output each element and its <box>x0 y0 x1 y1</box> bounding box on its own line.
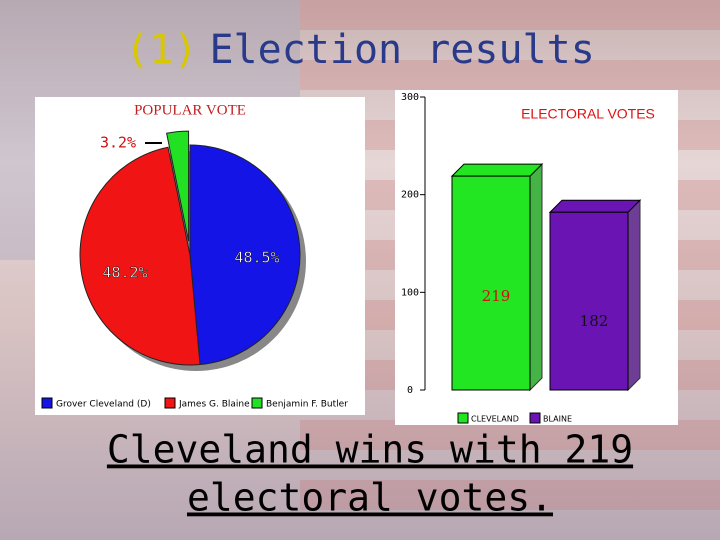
legend-swatch <box>251 397 263 409</box>
legend-swatch <box>164 397 176 409</box>
legend-swatch <box>457 412 469 424</box>
bar-top <box>548 199 642 213</box>
y-tick-label: 200 <box>401 190 419 201</box>
legend-label: Grover Cleveland (D) <box>56 400 151 410</box>
legend-label: CLEVELAND <box>471 415 519 424</box>
legend-swatch <box>41 397 53 409</box>
bar <box>451 175 531 391</box>
pie-slice <box>79 146 201 366</box>
value-label: 182 <box>580 312 609 330</box>
bar <box>549 211 629 391</box>
pie-slice <box>189 144 301 366</box>
slice-label: 48.5% <box>234 249 279 267</box>
legend-swatch <box>529 412 541 424</box>
caption-line: Cleveland wins with 219 <box>107 428 633 472</box>
legend-label: James G. Blaine <box>178 400 250 410</box>
caption-line: electoral votes. <box>187 476 553 520</box>
slice-label: 3.2% <box>100 134 136 152</box>
pie-slice <box>166 130 190 242</box>
legend-label: BLAINE <box>543 415 572 424</box>
slice-label: 48.2% <box>102 264 147 282</box>
pie-title: POPULAR VOTE <box>134 102 246 118</box>
bar-side <box>627 199 641 392</box>
bar-side <box>529 162 543 392</box>
y-tick-label: 300 <box>401 92 419 103</box>
slide-title: (1) Election results <box>125 27 595 73</box>
value-label: 219 <box>482 287 511 305</box>
y-tick-label: 100 <box>401 287 419 298</box>
title-text: Election results <box>209 27 594 73</box>
bar-top <box>450 163 544 177</box>
title-prefix: (1) <box>125 27 197 73</box>
bar-title: ELECTORAL VOTES <box>521 106 655 122</box>
y-tick-label: 0 <box>407 385 413 396</box>
legend-label: Benjamin F. Butler <box>266 400 348 410</box>
